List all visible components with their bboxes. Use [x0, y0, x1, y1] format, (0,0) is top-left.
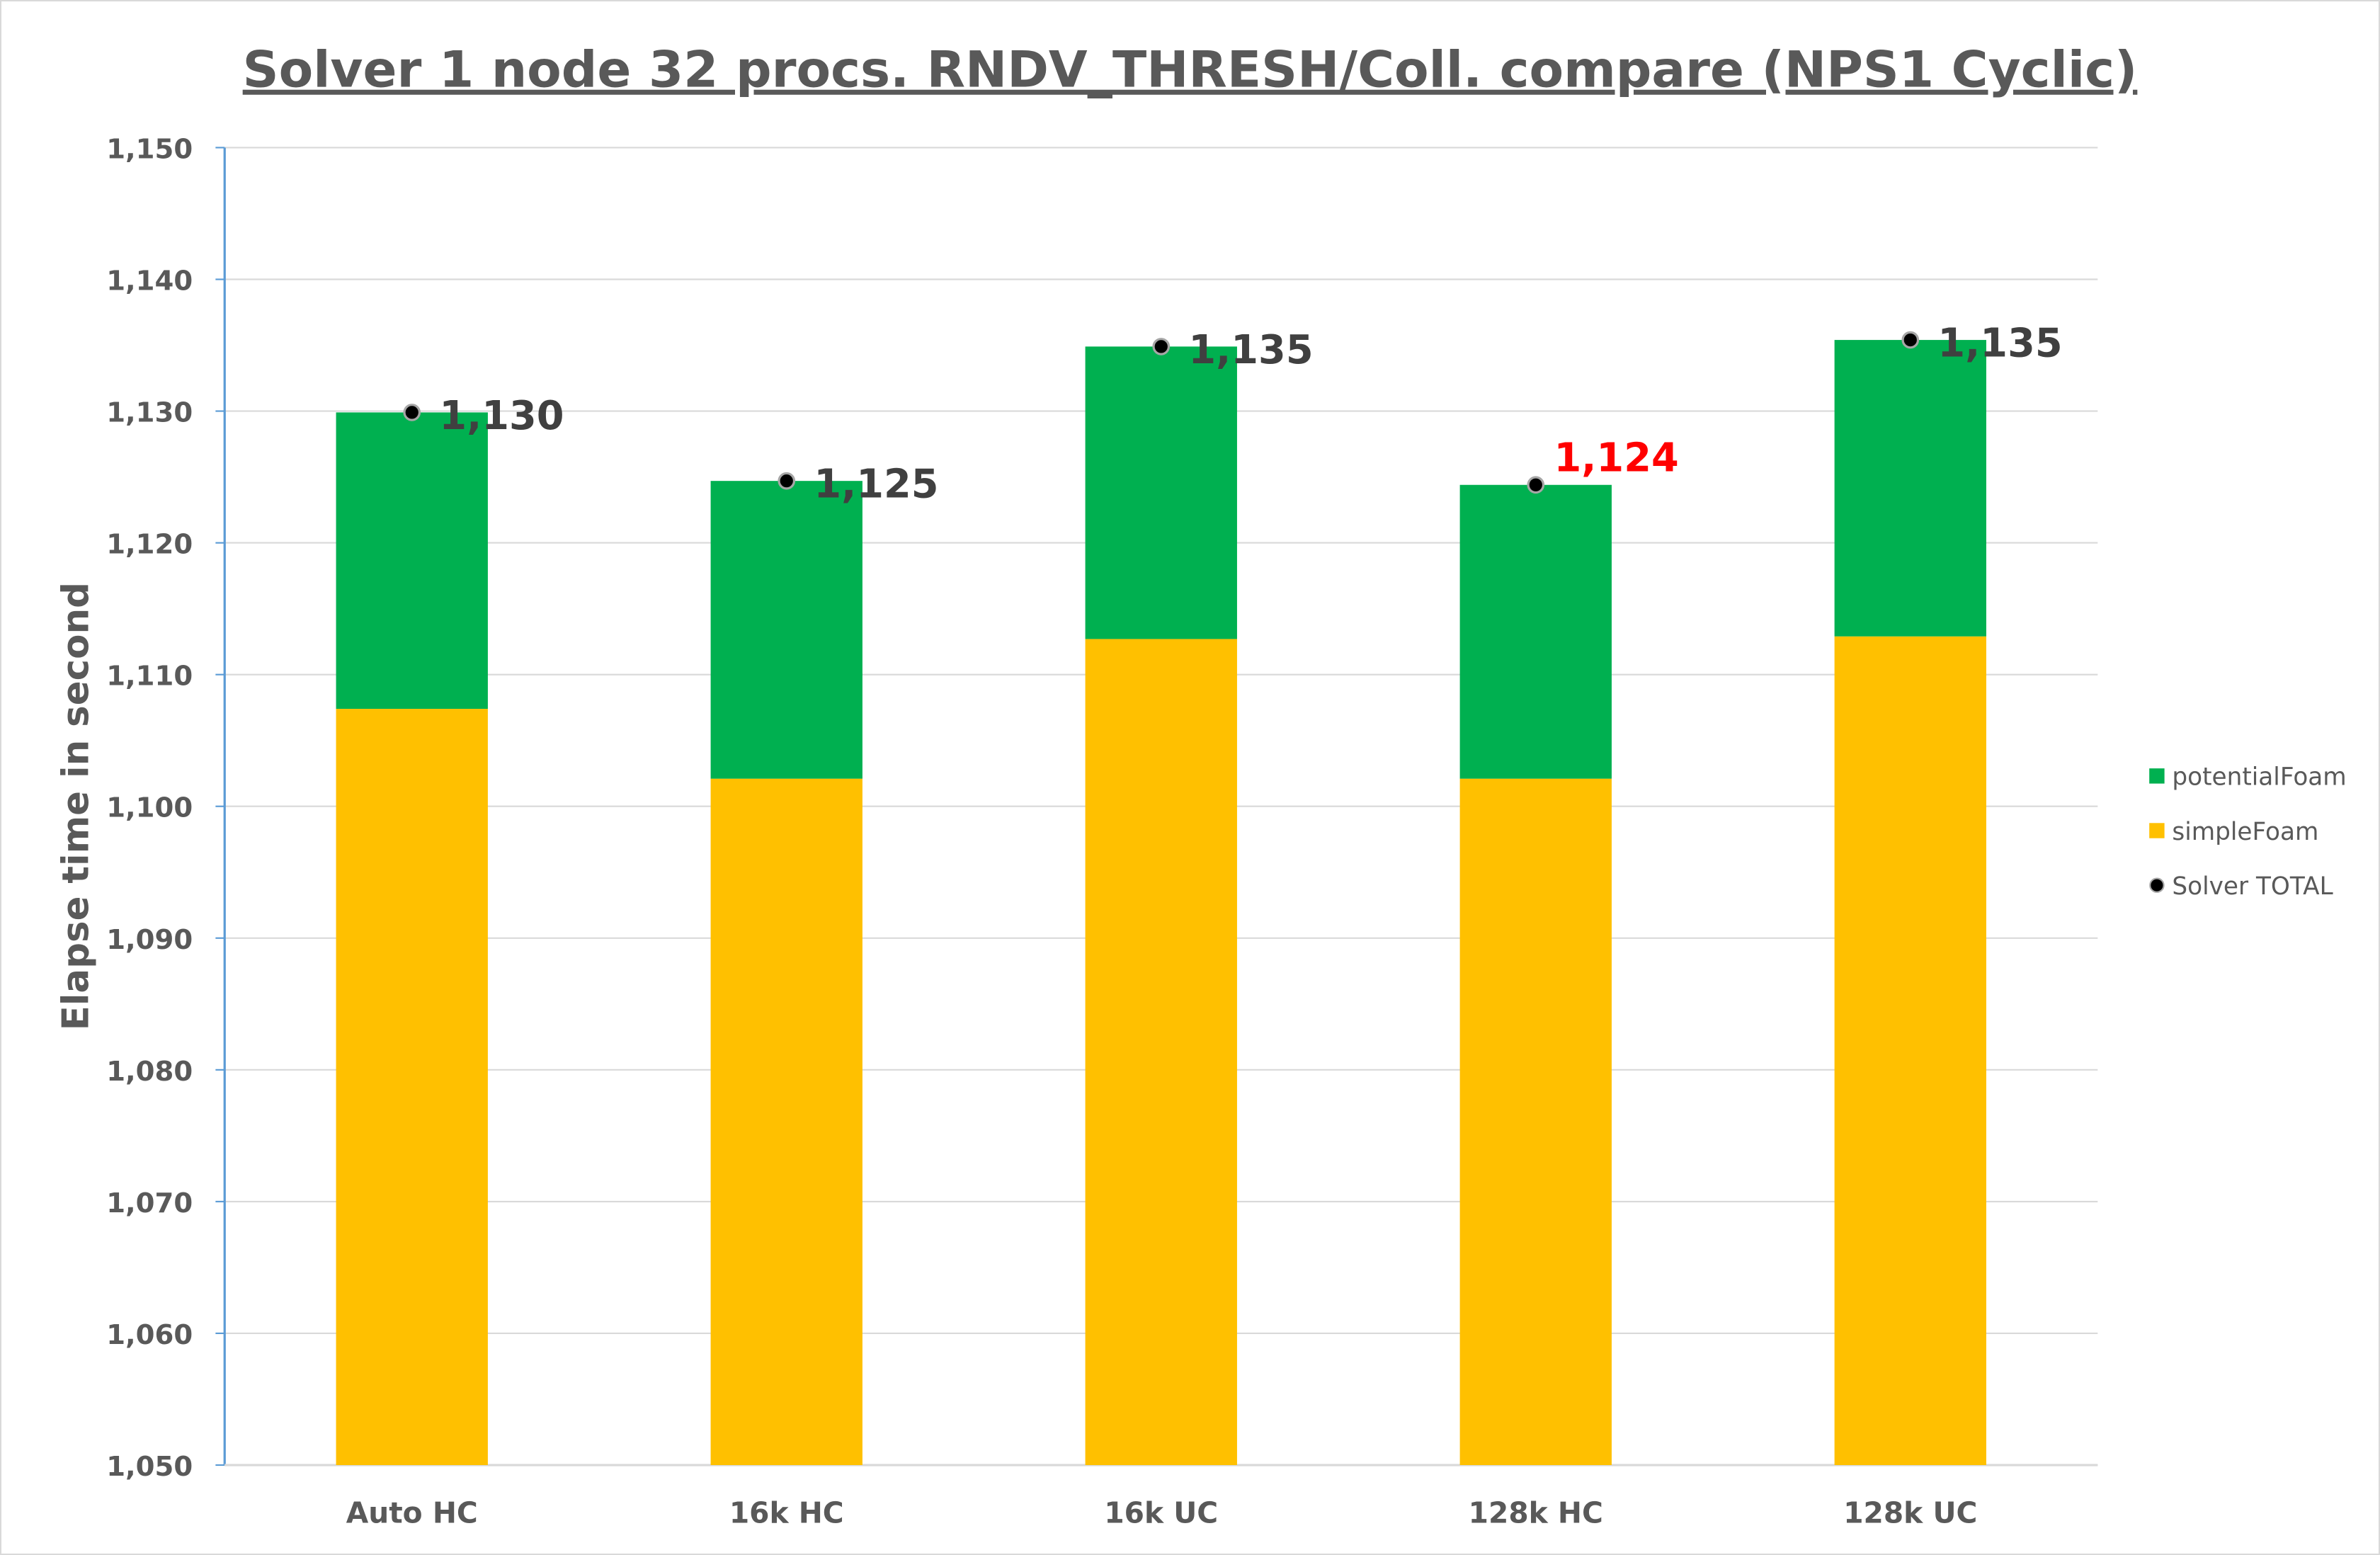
- y-tick-label: 1,050: [106, 1451, 193, 1483]
- total-marker: [403, 404, 421, 421]
- legend-swatch-simplefoam: [2149, 823, 2165, 838]
- total-data-label: 1,130: [439, 393, 564, 439]
- bar-potentialfoam: [1834, 340, 1986, 637]
- y-tick-label: 1,140: [106, 266, 193, 297]
- x-tick-label: 128k UC: [1843, 1496, 1977, 1530]
- x-tick-label: 128k HC: [1469, 1496, 1603, 1530]
- bar-simplefoam: [1459, 778, 1612, 1466]
- y-tick-label: 1,070: [106, 1187, 193, 1219]
- y-tick-label: 1,060: [106, 1319, 193, 1351]
- bar-simplefoam: [1085, 639, 1237, 1466]
- bar-simplefoam: [336, 709, 488, 1466]
- y-tick-label: 1,080: [106, 1056, 193, 1088]
- legend-label: Solver TOTAL: [2172, 872, 2333, 901]
- bar-simplefoam: [1834, 636, 1986, 1466]
- bar-potentialfoam: [1459, 484, 1612, 779]
- legend-marker-total: [2149, 877, 2165, 893]
- total-marker: [1152, 338, 1171, 355]
- total-marker: [778, 472, 796, 490]
- bar-potentialfoam: [336, 412, 488, 710]
- bar-potentialfoam: [1085, 346, 1237, 639]
- total-data-label: 1,124: [1554, 435, 1679, 481]
- total-data-label: 1,135: [1188, 327, 1313, 373]
- legend-label: potentialFoam: [2172, 763, 2346, 792]
- y-tick-label: 1,130: [106, 397, 193, 429]
- y-axis-label: Elapse time in second: [55, 582, 97, 1030]
- x-tick-label: Auto HC: [346, 1496, 478, 1530]
- y-tick-label: 1,100: [106, 792, 193, 824]
- legend-label: simpleFoam: [2172, 818, 2318, 846]
- total-data-label: 1,125: [814, 462, 938, 508]
- x-tick-label: 16k UC: [1104, 1496, 1218, 1530]
- bar-potentialfoam: [710, 481, 862, 779]
- legend-swatch-potentialfoam: [2149, 768, 2165, 784]
- y-tick-label: 1,150: [106, 133, 193, 165]
- y-tick-label: 1,120: [106, 529, 193, 561]
- total-data-label: 1,135: [1937, 321, 2062, 367]
- x-tick-label: 16k HC: [729, 1496, 844, 1530]
- y-tick-label: 1,110: [106, 661, 193, 693]
- y-tick-label: 1,090: [106, 924, 193, 956]
- total-marker: [1901, 331, 1920, 349]
- total-marker: [1527, 476, 1545, 494]
- bar-simplefoam: [710, 778, 862, 1466]
- chart-title: Solver 1 node 32 procs. RNDV_THRESH/Coll…: [243, 40, 2138, 99]
